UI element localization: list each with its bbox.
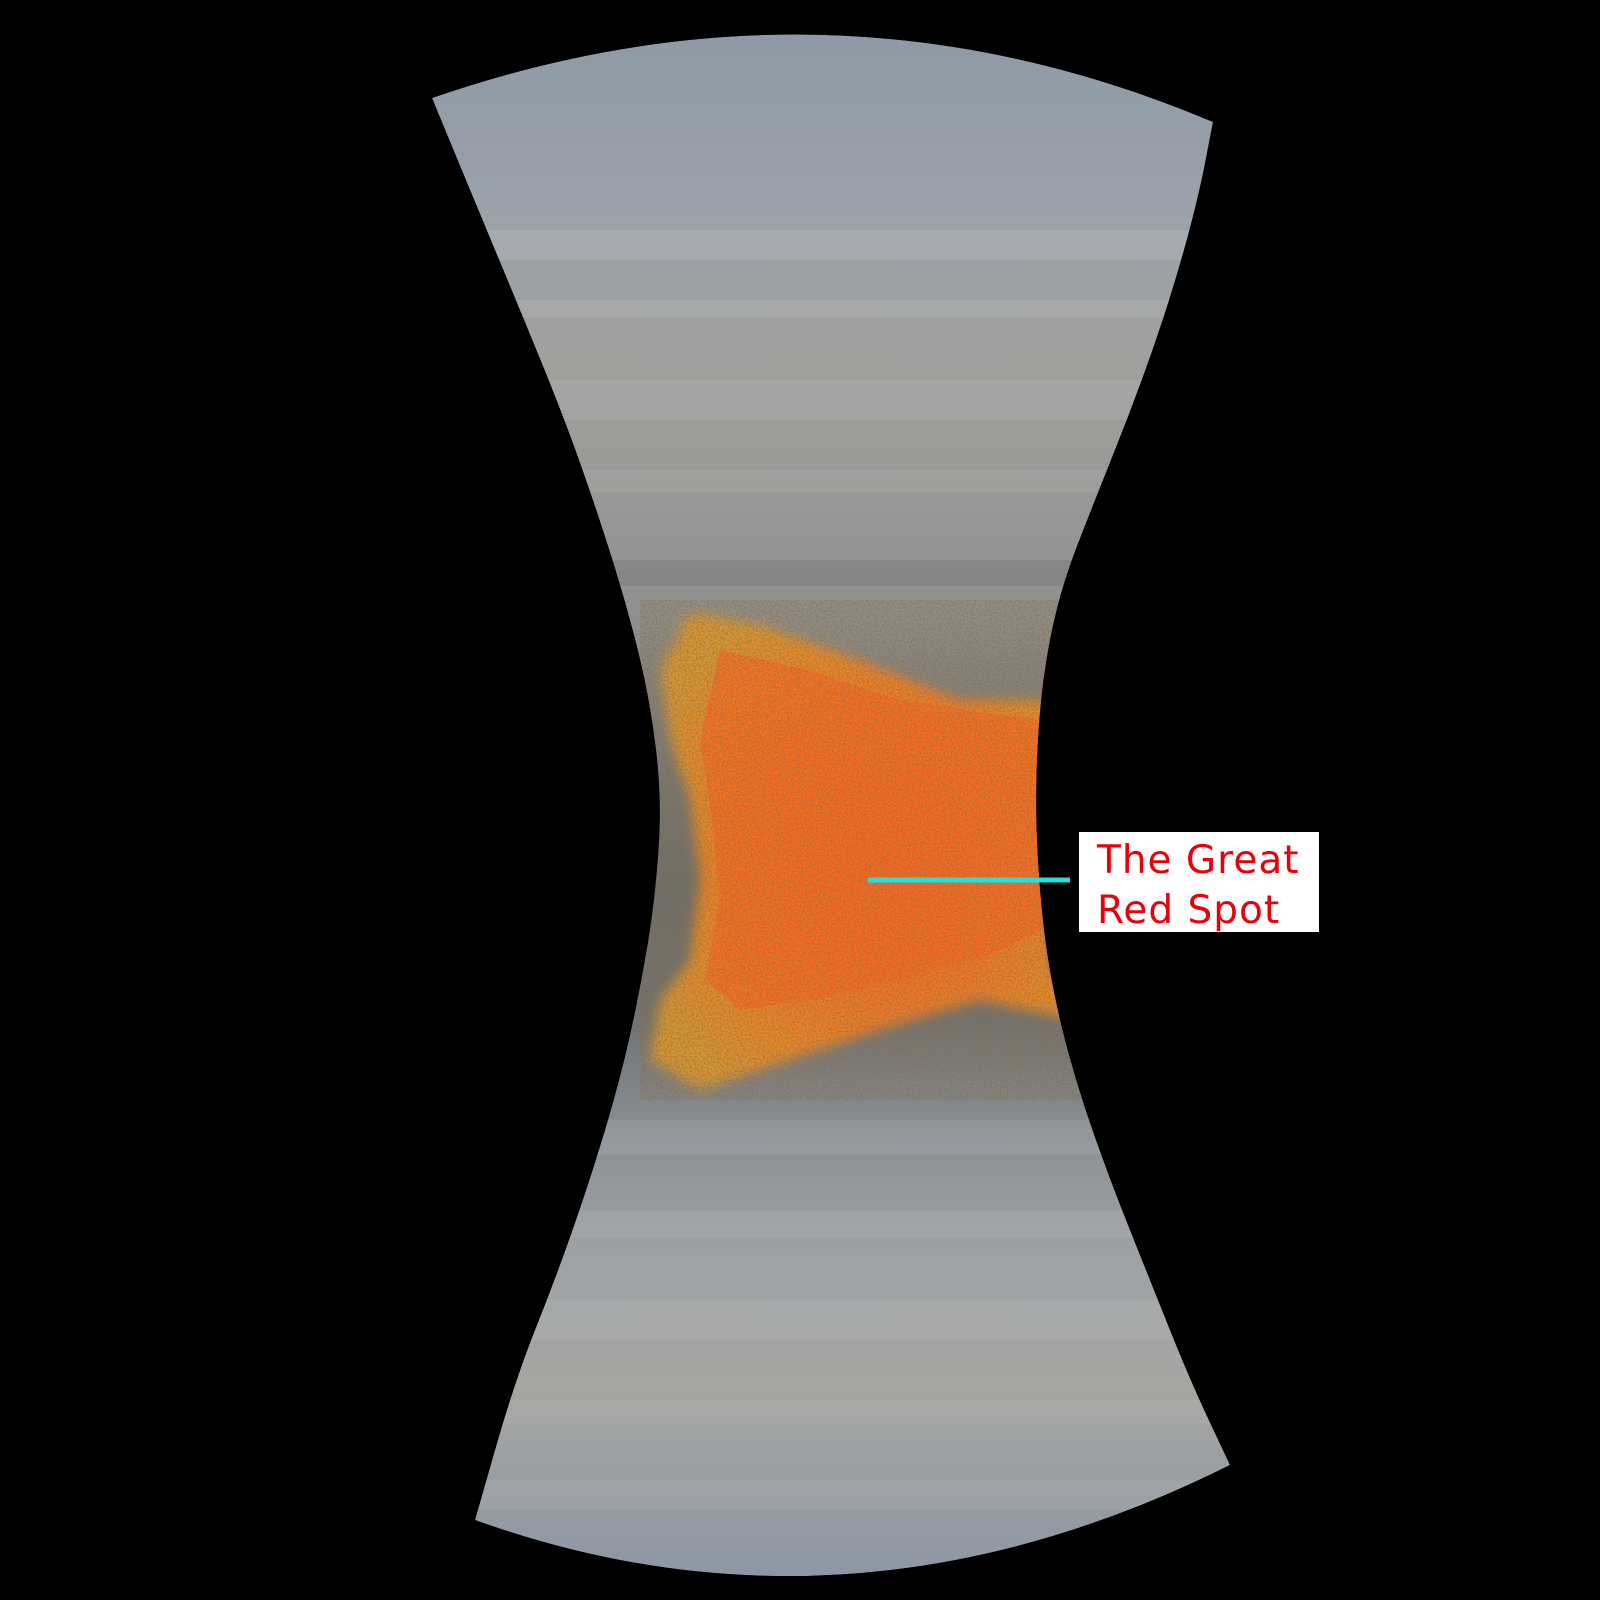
- cloud-band: [432, 1480, 1230, 1510]
- cloud-band: [432, 230, 1230, 260]
- cloud-band: [432, 380, 1230, 420]
- annotation-line-1: The Great: [1097, 838, 1300, 883]
- annotation-label: The Great Red Spot: [1079, 832, 1319, 933]
- cloud-band: [432, 470, 1230, 492]
- spot-texture: [640, 600, 1080, 1100]
- annotation-line-2: Red Spot: [1097, 888, 1281, 933]
- cloud-band: [432, 1300, 1230, 1340]
- cloud-band: [432, 1400, 1230, 1424]
- cloud-band: [432, 300, 1230, 318]
